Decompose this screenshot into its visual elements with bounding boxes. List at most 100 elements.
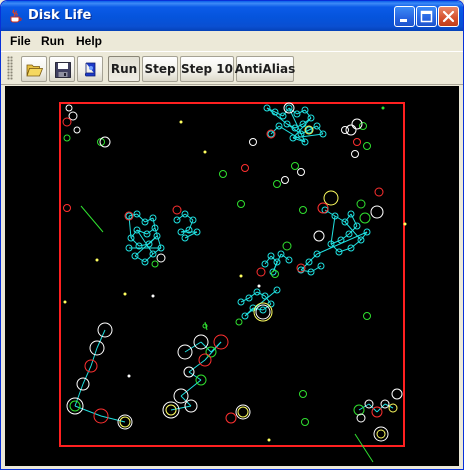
link bbox=[82, 365, 92, 385]
disk bbox=[359, 122, 367, 130]
disk bbox=[283, 120, 291, 128]
disk bbox=[172, 205, 182, 215]
link bbox=[350, 239, 362, 249]
disk bbox=[219, 170, 227, 178]
disk bbox=[145, 240, 153, 248]
disk bbox=[267, 130, 275, 138]
disk bbox=[363, 312, 371, 320]
simulation-canvas[interactable] bbox=[5, 86, 459, 466]
disk bbox=[99, 136, 111, 148]
disk bbox=[304, 125, 314, 135]
disk bbox=[374, 187, 384, 197]
link bbox=[184, 213, 194, 221]
run-button[interactable]: Run bbox=[108, 56, 140, 82]
disk bbox=[181, 210, 189, 218]
menu-help[interactable]: Help bbox=[76, 34, 103, 48]
title-bar[interactable]: Disk Life bbox=[1, 1, 463, 31]
link bbox=[270, 255, 278, 263]
close-button[interactable] bbox=[438, 6, 459, 27]
menu-file[interactable]: File bbox=[10, 34, 31, 48]
disk bbox=[69, 400, 81, 412]
disk bbox=[282, 241, 292, 251]
link bbox=[344, 221, 362, 241]
disk bbox=[125, 212, 133, 220]
link bbox=[204, 341, 222, 361]
link bbox=[130, 237, 140, 247]
link bbox=[188, 371, 202, 381]
boundary-box bbox=[59, 102, 405, 447]
particle bbox=[95, 258, 99, 262]
disk bbox=[131, 252, 139, 260]
link bbox=[144, 253, 154, 263]
disk bbox=[373, 426, 389, 442]
disk bbox=[351, 118, 363, 130]
save-button[interactable] bbox=[49, 56, 75, 82]
disk bbox=[89, 340, 105, 356]
open-button[interactable] bbox=[21, 56, 47, 82]
disk bbox=[263, 104, 271, 112]
minimize-button[interactable] bbox=[394, 6, 415, 27]
link bbox=[170, 405, 192, 411]
disk bbox=[279, 112, 287, 120]
disk bbox=[376, 429, 386, 439]
disk bbox=[380, 399, 390, 409]
disk bbox=[127, 234, 135, 242]
disk bbox=[225, 412, 237, 424]
disk bbox=[299, 120, 307, 128]
disk bbox=[370, 205, 384, 219]
link bbox=[280, 253, 290, 261]
java-cup-icon bbox=[10, 9, 22, 23]
disk bbox=[73, 126, 81, 134]
disk bbox=[133, 226, 141, 234]
disk bbox=[255, 304, 271, 320]
disk bbox=[141, 258, 149, 266]
maximize-button[interactable] bbox=[416, 6, 437, 27]
disk bbox=[173, 388, 189, 404]
disk bbox=[285, 256, 293, 264]
step-button[interactable]: Step bbox=[142, 56, 178, 82]
menu-run[interactable]: Run bbox=[41, 34, 65, 48]
disk bbox=[157, 244, 165, 252]
disk bbox=[301, 138, 309, 146]
particle bbox=[381, 106, 385, 110]
disk bbox=[307, 114, 315, 122]
disk bbox=[249, 138, 257, 146]
disk bbox=[323, 190, 339, 206]
link bbox=[262, 303, 272, 311]
disk bbox=[356, 413, 366, 423]
disk bbox=[245, 294, 253, 302]
particle bbox=[267, 438, 271, 442]
toolbar-grip[interactable] bbox=[7, 56, 13, 80]
disk bbox=[269, 268, 277, 276]
help-book-button[interactable] bbox=[77, 56, 103, 82]
disk bbox=[347, 244, 355, 252]
disk bbox=[237, 298, 245, 306]
antialias-button[interactable]: AntiAlias bbox=[235, 56, 295, 82]
disk bbox=[317, 262, 325, 270]
link bbox=[134, 235, 158, 257]
link bbox=[184, 231, 198, 239]
link bbox=[294, 123, 304, 129]
disk bbox=[313, 250, 321, 258]
menu-bar: File Run Help bbox=[1, 31, 463, 51]
disk bbox=[305, 258, 313, 266]
link bbox=[134, 255, 146, 263]
link bbox=[358, 403, 370, 411]
particle bbox=[403, 222, 407, 226]
disk bbox=[388, 403, 398, 413]
minimize-icon bbox=[400, 19, 407, 22]
disk bbox=[271, 108, 279, 116]
step-10-button[interactable]: Step 10 bbox=[180, 56, 234, 82]
disk bbox=[296, 263, 306, 273]
particle bbox=[63, 300, 67, 304]
disk bbox=[317, 202, 329, 214]
disk bbox=[213, 334, 229, 350]
disk bbox=[297, 168, 305, 176]
disk bbox=[205, 346, 217, 358]
link bbox=[278, 125, 306, 143]
link bbox=[338, 247, 352, 253]
link bbox=[368, 403, 378, 413]
link bbox=[240, 297, 250, 303]
disk bbox=[261, 292, 269, 300]
disk bbox=[181, 234, 189, 242]
